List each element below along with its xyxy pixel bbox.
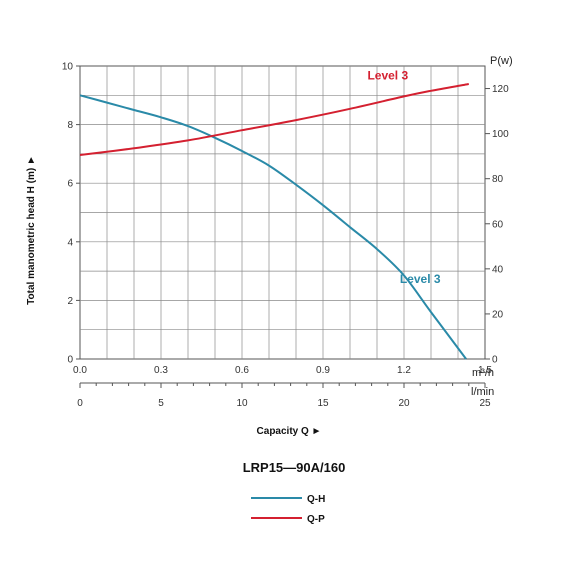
y2-tick-label: 100	[492, 129, 509, 140]
x2-tick-label: 0	[77, 398, 83, 409]
x-tick-label: 0.9	[316, 365, 330, 376]
x-tick-label: 0.0	[73, 365, 87, 376]
x2-tick-label: 10	[236, 398, 248, 409]
chart-title: LRP15—90A/160	[243, 460, 346, 475]
x2-tick-label: 15	[317, 398, 329, 409]
legend-label-qp: Q-P	[307, 514, 325, 525]
y2-tick-label: 0	[492, 355, 498, 366]
series-line-q-h	[79, 94, 467, 360]
x2-tick-label: 5	[158, 398, 164, 409]
y-axis-title: Total manometric head H (m) ►	[26, 155, 37, 305]
y2-tick-label: 20	[492, 309, 504, 320]
x-unit-primary: m³/h	[472, 367, 494, 379]
y-tick-label: 10	[62, 62, 74, 73]
x-unit-secondary: l/min	[471, 386, 494, 398]
x-axis-title: Capacity Q ►	[257, 426, 322, 437]
y-tick-label: 6	[67, 179, 73, 190]
y-tick-label: 4	[67, 237, 73, 248]
qp-curve-label: Level 3	[367, 69, 408, 83]
y2-tick-label: 80	[492, 174, 504, 185]
grid	[79, 65, 486, 360]
y-tick-label: 0	[67, 355, 73, 366]
y-tick-label: 8	[67, 120, 73, 131]
x2-tick-label: 20	[398, 398, 410, 409]
y2-axis-title: P(w)	[490, 55, 513, 67]
curves	[79, 83, 469, 360]
x-tick-label: 1.2	[397, 365, 411, 376]
y2-tick-label: 40	[492, 264, 504, 275]
x2-tick-label: 25	[479, 398, 491, 409]
x-tick-label: 1.5	[478, 365, 492, 376]
legend: Q-H Q-P	[251, 494, 325, 525]
series-line-q-p	[79, 83, 469, 156]
y2-tick-label: 120	[492, 84, 509, 95]
y-tick-label: 2	[67, 296, 73, 307]
x-tick-label: 0.6	[235, 365, 249, 376]
x-tick-label: 0.3	[154, 365, 168, 376]
qh-curve-label: Level 3	[400, 272, 441, 286]
legend-label-qh: Q-H	[307, 494, 325, 505]
labels: Level 3 Level 3	[367, 69, 440, 286]
y2-tick-label: 60	[492, 219, 504, 230]
